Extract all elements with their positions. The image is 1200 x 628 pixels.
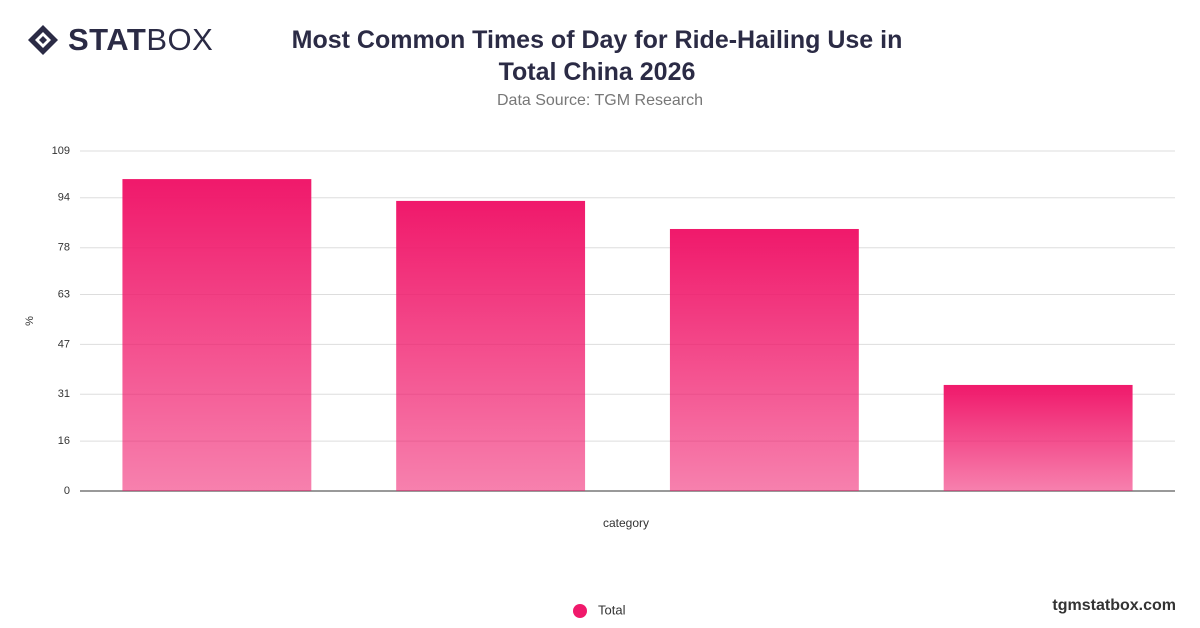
- y-tick-label: 16: [58, 435, 70, 447]
- logo-light: BOX: [146, 22, 214, 57]
- y-axis-label: %: [24, 316, 36, 326]
- y-tick-label: 31: [58, 388, 70, 400]
- y-tick-label: 94: [58, 192, 70, 204]
- footer: tgmstatbox.com: [1052, 597, 1176, 614]
- bar: [943, 384, 1133, 491]
- chart-title: Most Common Times of Day for Ride-Hailin…: [291, 26, 903, 86]
- bar: [396, 200, 586, 491]
- x-axis-label: category: [603, 516, 649, 530]
- logo-icon: [28, 25, 58, 55]
- y-tick-label: 0: [64, 485, 70, 497]
- logo: STAT BOX: [26, 22, 213, 58]
- legend-marker: [573, 604, 587, 618]
- logo-bold: STAT: [68, 22, 147, 57]
- y-tick-label: 63: [58, 288, 70, 300]
- y-tick-label: 109: [52, 145, 70, 157]
- bar: [669, 228, 859, 492]
- bar: [122, 179, 312, 491]
- y-tick-label: 78: [58, 242, 70, 254]
- chart-subtitle: Data Source: TGM Research: [496, 92, 703, 109]
- legend-label: Total: [598, 602, 626, 617]
- y-tick-label: 47: [58, 338, 70, 350]
